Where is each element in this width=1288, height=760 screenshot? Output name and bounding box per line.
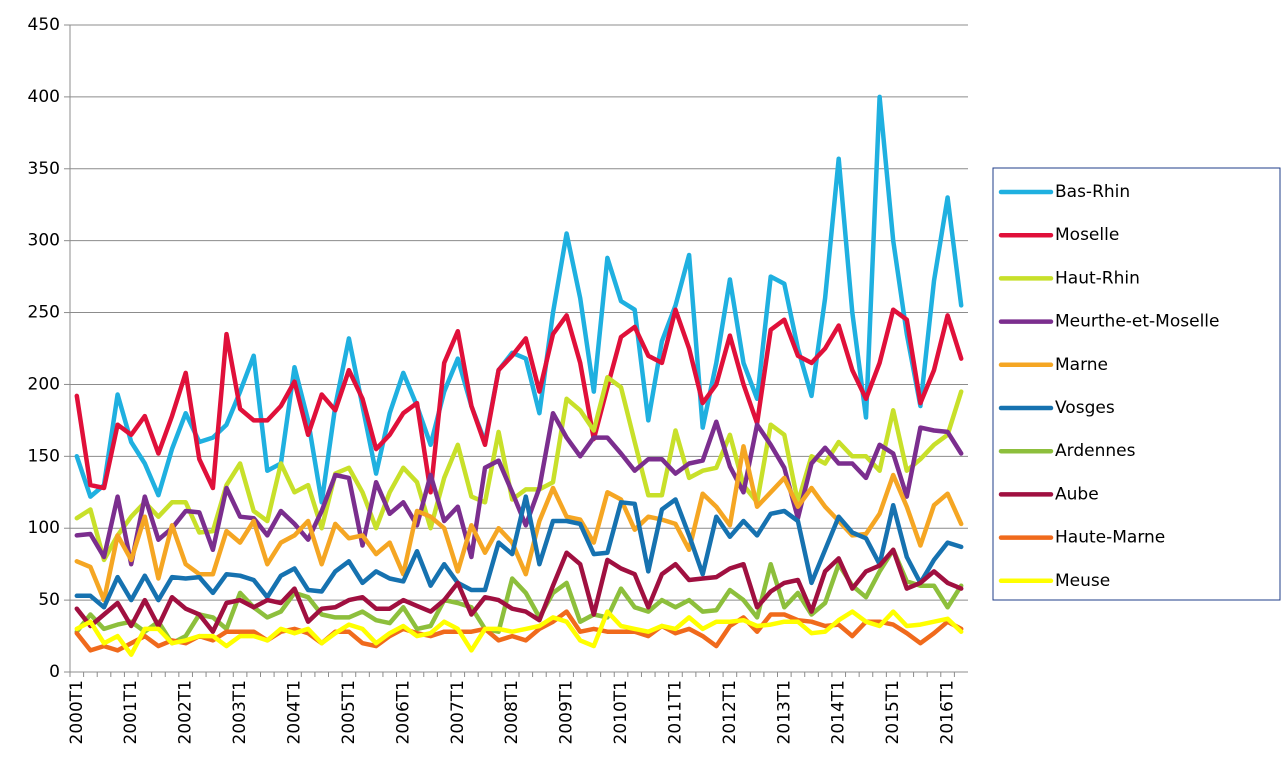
y-tick-label: 200 — [28, 374, 60, 394]
x-tick-label: 2015T1 — [883, 680, 903, 744]
legend-box — [992, 167, 1281, 601]
y-tick-label: 300 — [28, 231, 60, 251]
x-tick-label: 2000T1 — [67, 680, 87, 744]
y-tick-label: 0 — [49, 662, 60, 682]
x-tick-label: 2010T1 — [611, 680, 631, 744]
legend-label: Meurthe-et-Moselle — [1055, 312, 1219, 332]
y-tick-label: 350 — [28, 159, 60, 179]
series-line — [74, 410, 964, 567]
x-tick-label: 2001T1 — [121, 680, 141, 744]
y-tick-label: 400 — [28, 87, 60, 107]
legend-label: Haute-Marne — [1055, 528, 1165, 548]
legend-label: Haut-Rhin — [1055, 268, 1140, 288]
series-line — [74, 444, 964, 603]
x-tick-label: 2004T1 — [285, 680, 305, 744]
legend-label: Marne — [1055, 355, 1108, 375]
series-line — [74, 609, 964, 653]
x-tick-label: 2009T1 — [557, 680, 577, 744]
x-tick-label: 2007T1 — [448, 680, 468, 744]
legend-label: Moselle — [1055, 225, 1119, 245]
legend-label: Meuse — [1055, 571, 1110, 591]
legend-label: Bas-Rhin — [1055, 182, 1130, 202]
series-line — [74, 494, 964, 610]
x-tick-label: 2008T1 — [502, 680, 522, 744]
series-line — [74, 307, 964, 495]
x-tick-label: 2006T1 — [393, 680, 413, 744]
x-tick-label: 2011T1 — [665, 680, 685, 744]
y-tick-label: 50 — [38, 590, 60, 610]
series-line — [74, 94, 964, 505]
legend-label: Ardennes — [1055, 441, 1136, 461]
series-line — [74, 547, 964, 634]
x-tick-label: 2014T1 — [829, 680, 849, 744]
x-tick-label: 2005T1 — [339, 680, 359, 744]
series-line — [74, 609, 964, 657]
y-tick-label: 250 — [28, 303, 60, 323]
x-tick-label: 2012T1 — [720, 680, 740, 744]
y-tick-label: 450 — [28, 15, 60, 35]
x-tick-label: 2016T1 — [938, 680, 958, 744]
x-tick-label: 2003T1 — [230, 680, 250, 744]
y-tick-label: 100 — [28, 518, 60, 538]
x-tick-label: 2002T1 — [176, 680, 196, 744]
y-tick-label: 150 — [28, 446, 60, 466]
x-tick-label: 2013T1 — [774, 680, 794, 744]
legend-label: Aube — [1055, 484, 1099, 504]
series-line — [74, 547, 964, 646]
legend-label: Vosges — [1055, 398, 1115, 418]
